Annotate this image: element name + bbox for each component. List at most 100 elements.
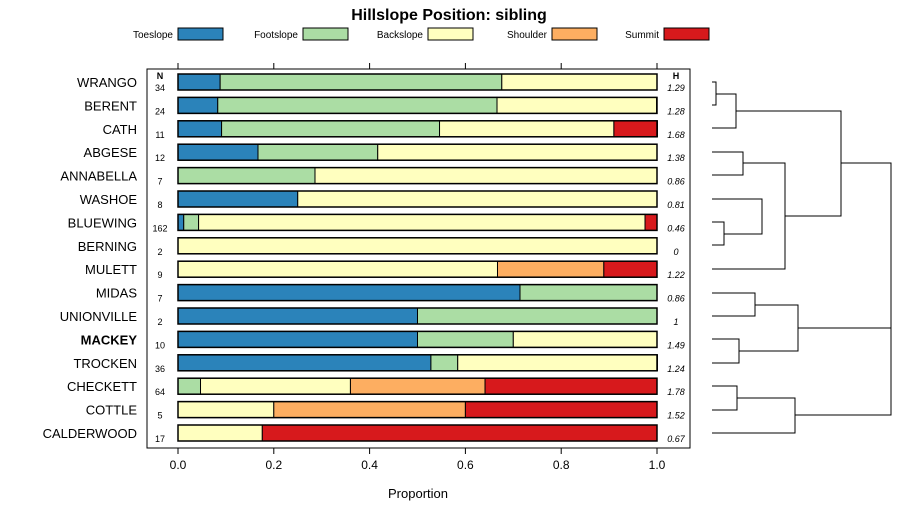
- bar-segment-footslope: [177, 167, 316, 185]
- bar-segment-toeslope: [177, 284, 521, 302]
- n-value: 5: [157, 411, 162, 421]
- bar-segment-footslope: [257, 143, 379, 161]
- bar-segment-toeslope: [177, 73, 221, 91]
- h-value: 1.78: [667, 387, 685, 397]
- bar-segment-toeslope: [177, 307, 418, 325]
- h-value: 1.52: [667, 411, 685, 421]
- legend-label-summit: Summit: [625, 30, 659, 41]
- row-label: ABGESE: [84, 145, 138, 160]
- n-value: 162: [152, 223, 167, 233]
- h-value: 1.22: [667, 270, 685, 280]
- bar-segment-backslope: [457, 354, 658, 372]
- row-label: MACKEY: [81, 332, 138, 347]
- bar-row-mackey: MACKEY 10 1.49: [81, 330, 685, 350]
- row-label: UNIONVILLE: [60, 309, 138, 324]
- bar-row-calderwood: CALDERWOOD 17 0.67: [43, 424, 686, 444]
- dendrogram-branch: [712, 151, 744, 176]
- bar-segment-backslope: [177, 401, 275, 419]
- legend-label-footslope: Footslope: [254, 30, 298, 41]
- bar-row-cath: CATH 11 1.68: [103, 120, 685, 140]
- h-value: 1.49: [667, 340, 685, 350]
- bar-row-unionville: UNIONVILLE 2 1: [60, 307, 679, 327]
- bar-segment-summit: [603, 260, 658, 278]
- n-value: 2: [157, 317, 162, 327]
- bar-segment-backslope: [439, 120, 615, 138]
- row-label: TROCKEN: [73, 356, 137, 371]
- bar-segment-shoulder: [349, 377, 486, 395]
- x-axis: 0.0 0.2 0.4 0.6 0.8 1.0: [170, 448, 666, 472]
- legend-swatch-shoulder: [551, 27, 598, 41]
- bar-outline: [177, 237, 658, 255]
- bar-segment-footslope: [417, 307, 658, 325]
- h-value: 0.81: [667, 200, 685, 210]
- bar-row-cottle: COTTLE 5 1.52: [86, 400, 685, 421]
- bar-outline: [177, 120, 658, 138]
- dendrogram-branch: [712, 397, 796, 434]
- row-label: WRANGO: [77, 75, 137, 90]
- row-label: BERENT: [84, 98, 137, 113]
- bar-segment-footslope: [219, 73, 503, 91]
- bar-segment-backslope: [501, 73, 658, 91]
- bar-segment-backslope: [496, 96, 658, 114]
- row-label: MIDAS: [96, 286, 138, 301]
- n-value: 7: [157, 177, 162, 187]
- row-label: BLUEWING: [68, 215, 137, 230]
- n-value: 2: [157, 247, 162, 257]
- bar-outline: [177, 354, 658, 372]
- bar-outline: [177, 96, 658, 115]
- dendrogram-branch: [739, 304, 799, 352]
- bar-outline: [177, 424, 658, 442]
- bar-outline: [177, 400, 658, 419]
- row-label: WASHOE: [80, 192, 138, 207]
- bar-segment-footslope: [217, 96, 498, 114]
- legend: Toeslope Footslope Backslope Shoulder Summit: [133, 27, 710, 41]
- h-value: 0.86: [667, 294, 685, 304]
- bar-outline: [177, 260, 658, 278]
- bar-row-mulett: MULETT 9 1.22: [85, 260, 685, 280]
- row-label: CALDERWOOD: [43, 426, 137, 441]
- bar-segment-summit: [464, 401, 658, 419]
- n-value: 9: [157, 270, 162, 280]
- top-axis-ticks: [177, 63, 658, 69]
- bar-outline: [177, 73, 658, 91]
- row-label: BERNING: [78, 239, 137, 254]
- bar-row-midas: MIDAS 7 0.86: [96, 283, 685, 304]
- h-value: 0.86: [667, 177, 685, 187]
- dendrogram-branch: [841, 162, 892, 328]
- bar-segment-toeslope: [177, 213, 185, 231]
- bar-segment-footslope: [221, 120, 441, 138]
- n-value: 36: [155, 364, 165, 374]
- n-header: N: [157, 71, 164, 81]
- dendrogram-branch: [712, 385, 738, 411]
- x-tick-label: 0.6: [457, 458, 474, 472]
- bar-segment-summit: [644, 213, 658, 231]
- legend-swatch-summit: [663, 27, 710, 41]
- bar-outline: [177, 283, 658, 302]
- h-value: 1.28: [667, 106, 685, 116]
- dendrogram-branch: [712, 81, 717, 106]
- bar-outline: [177, 330, 658, 349]
- bar-segment-toeslope: [177, 330, 418, 348]
- x-tick-label: 0.8: [553, 458, 570, 472]
- bar-outline: [177, 190, 658, 208]
- dendrogram-branch: [712, 162, 786, 270]
- bar-segment-toeslope: [177, 96, 219, 114]
- h-value: 0: [673, 247, 678, 257]
- dendrogram-branch: [712, 292, 756, 317]
- bar-segment-backslope: [200, 377, 351, 395]
- bar-row-bluewing: BLUEWING 162 0.46: [68, 213, 685, 233]
- x-tick-label: 0.4: [361, 458, 378, 472]
- plot-frame: [146, 68, 691, 449]
- bar-segment-footslope: [177, 377, 202, 395]
- h-value: 0.67: [667, 434, 686, 444]
- bar-row-trocken: TROCKEN 36 1.24: [73, 354, 685, 374]
- bar-outline: [177, 377, 658, 395]
- bar-row-washoe: WASHOE 8 0.81: [80, 190, 685, 210]
- bar-segment-toeslope: [177, 143, 259, 161]
- row-label: CATH: [103, 122, 137, 137]
- bar-segment-toeslope: [177, 354, 432, 372]
- row-label: ANNABELLA: [60, 169, 137, 184]
- dendrogram: [712, 81, 892, 434]
- h-value: 1.24: [667, 364, 685, 374]
- bar-segment-shoulder: [496, 260, 605, 278]
